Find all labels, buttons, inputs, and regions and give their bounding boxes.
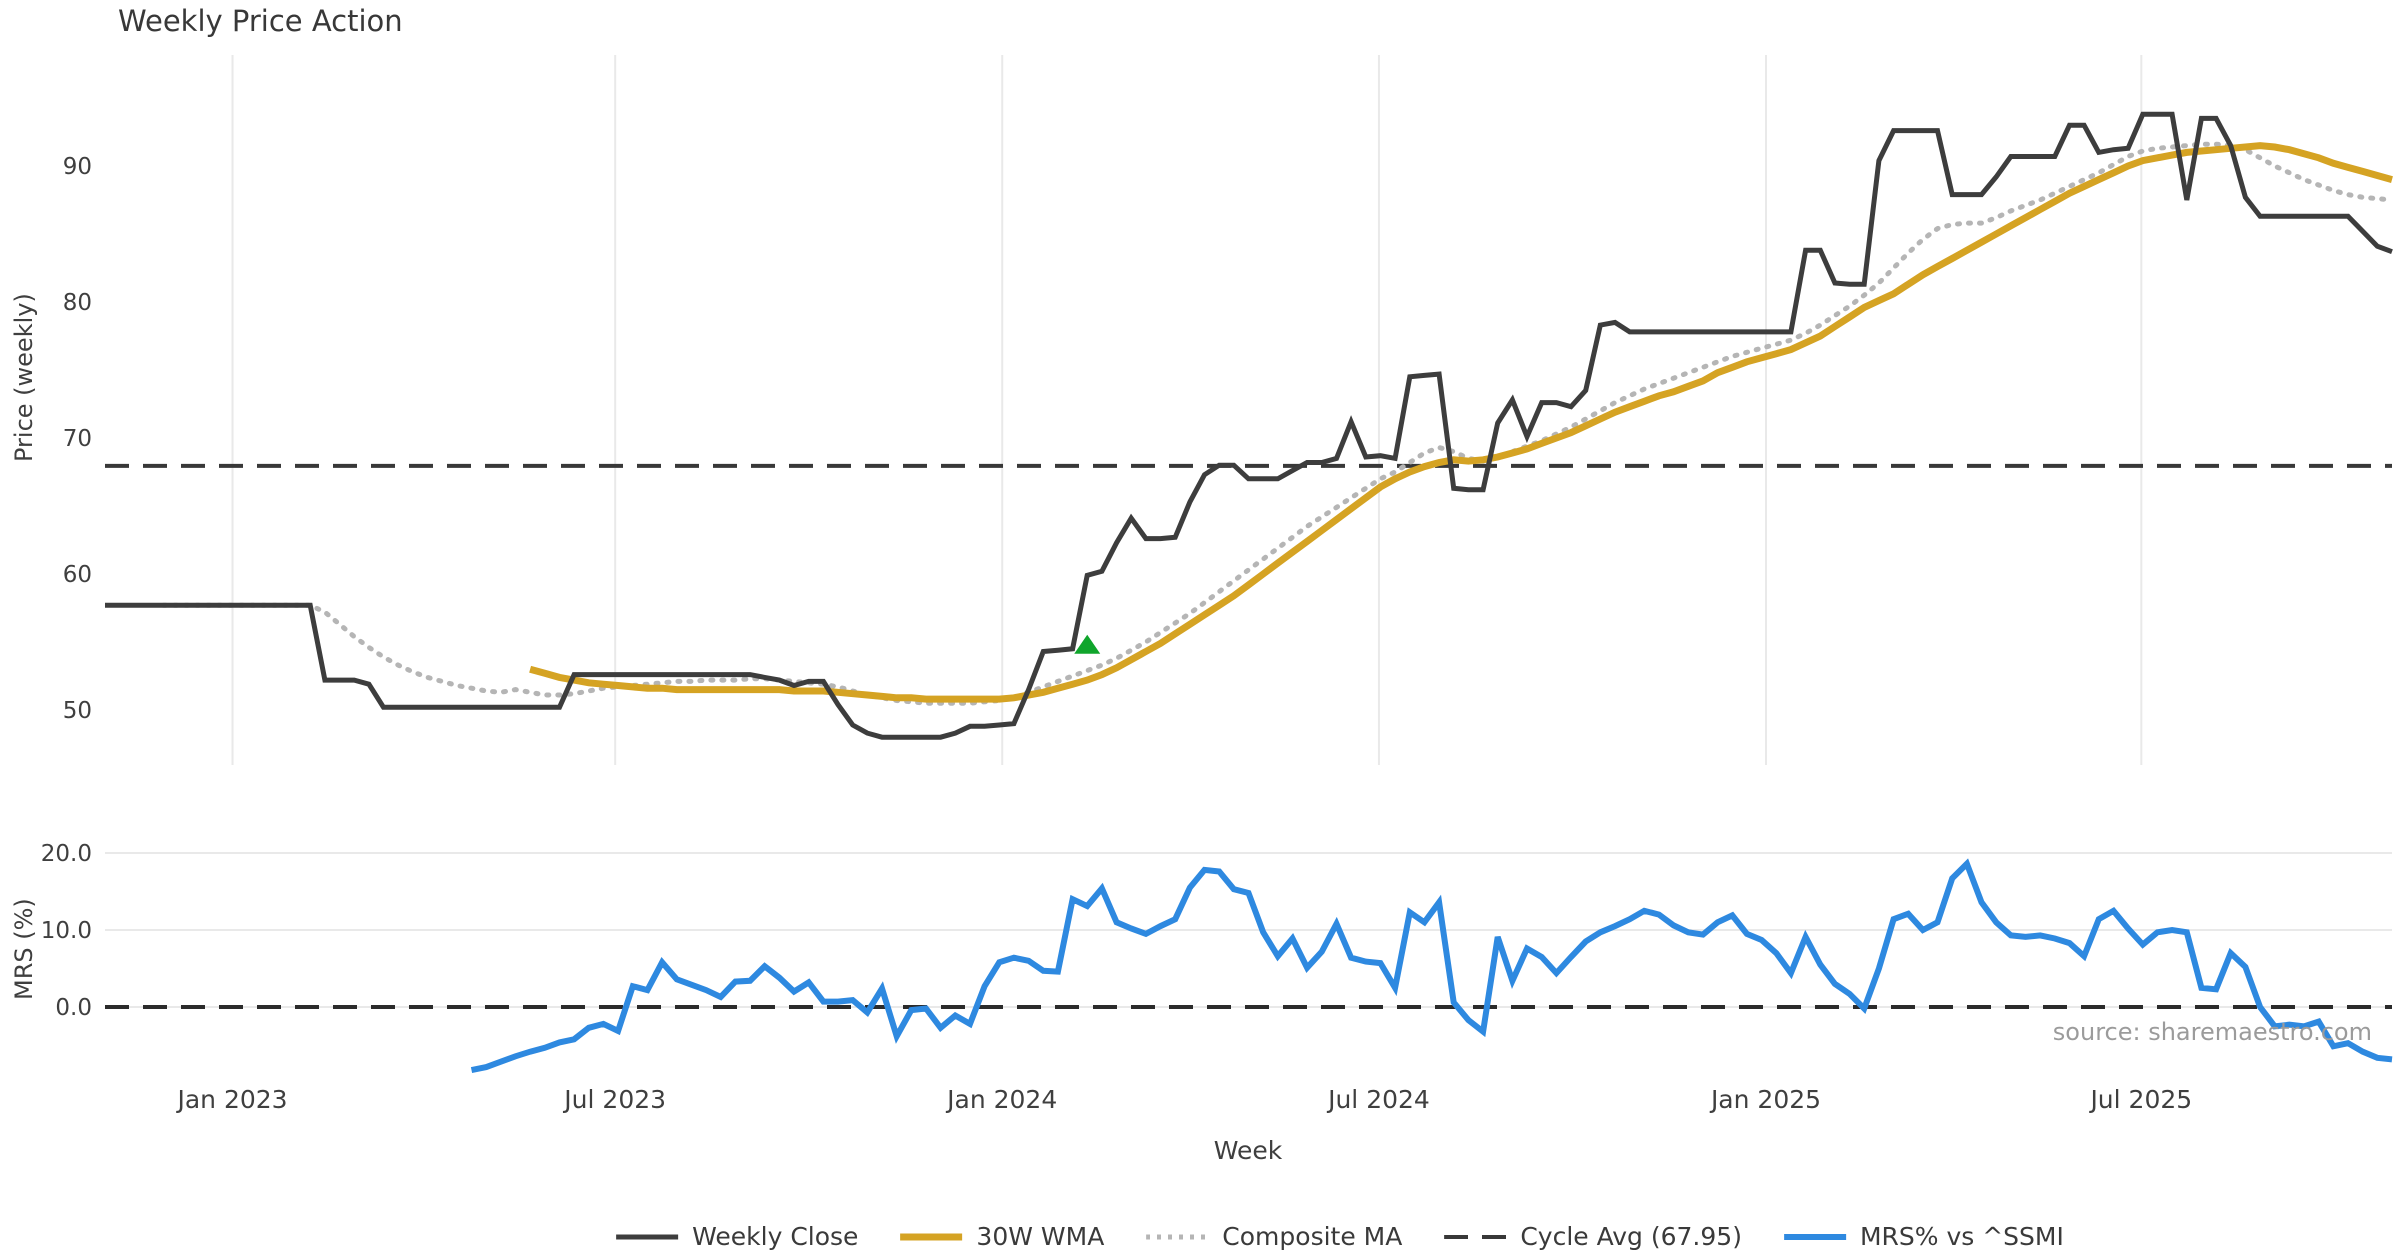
composite-ma-line bbox=[161, 141, 2395, 706]
x-tick-label: Jan 2023 bbox=[175, 1085, 287, 1114]
price-tick-label: 70 bbox=[63, 426, 92, 452]
legend-swatch-solid bbox=[1783, 1233, 1846, 1241]
x-tick-label: Jul 2023 bbox=[562, 1085, 666, 1114]
mrs-tick-label: 10.0 bbox=[41, 918, 92, 944]
x-tick-label: Jan 2025 bbox=[1709, 1085, 1821, 1114]
mrs-axis-label: MRS (%) bbox=[10, 898, 38, 1000]
mrs-tick-label: 0.0 bbox=[55, 995, 92, 1021]
legend-label: 30W WMA bbox=[976, 1222, 1105, 1251]
price-tick-label: 80 bbox=[63, 290, 92, 316]
legend-item: Cycle Avg (67.95) bbox=[1444, 1222, 1742, 1251]
mrs-line bbox=[470, 858, 2393, 1074]
x-tick-label: Jan 2024 bbox=[945, 1085, 1057, 1114]
legend-swatch-dotted bbox=[1146, 1233, 1209, 1241]
source-note: source: sharemaestro.com bbox=[2052, 1018, 2372, 1046]
chart-title: Weekly Price Action bbox=[118, 4, 403, 38]
legend-swatch-solid bbox=[900, 1233, 963, 1241]
legend-label: Weekly Close bbox=[692, 1222, 859, 1251]
price-tick-label: 50 bbox=[63, 698, 92, 724]
price-tick-label: 90 bbox=[63, 154, 92, 180]
legend-item: Weekly Close bbox=[616, 1222, 858, 1251]
legend-item: MRS% vs ^SSMI bbox=[1783, 1222, 2064, 1251]
mrs-tick-label: 20.0 bbox=[41, 841, 92, 867]
legend-item: 30W WMA bbox=[900, 1222, 1104, 1251]
legend-label: Composite MA bbox=[1222, 1222, 1403, 1251]
price-tick-label: 60 bbox=[63, 562, 92, 588]
wma-line bbox=[529, 142, 2393, 703]
x-tick-label: Jul 2024 bbox=[1326, 1085, 1430, 1114]
legend-label: Cycle Avg (67.95) bbox=[1520, 1222, 1742, 1251]
buy-signal-marker bbox=[1074, 634, 1101, 654]
price-axis-label: Price (weekly) bbox=[10, 293, 38, 462]
weekly-close-line bbox=[105, 111, 2393, 740]
x-tick-label: Jul 2025 bbox=[2088, 1085, 2192, 1114]
legend-label: MRS% vs ^SSMI bbox=[1859, 1222, 2064, 1251]
legend-swatch-solid bbox=[616, 1233, 679, 1241]
x-axis-label: Week bbox=[1213, 1136, 1283, 1165]
legend-swatch-dashed bbox=[1444, 1233, 1507, 1241]
legend: Weekly Close 30W WMA Composite MA Cycle Avg… bbox=[616, 1222, 2064, 1251]
legend-item: Composite MA bbox=[1146, 1222, 1402, 1251]
